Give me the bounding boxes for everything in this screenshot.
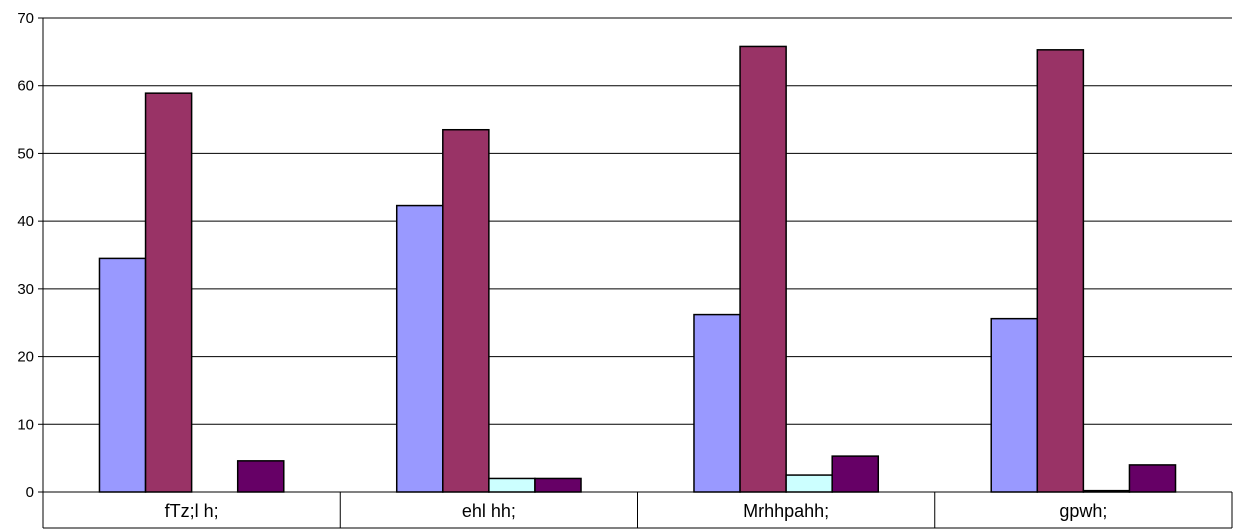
x-axis: fTz;l h; ehl hh; Mrhhpahh; gpwh; xyxy=(42,492,1233,529)
x-tick-label: fTz;l h; xyxy=(165,501,219,521)
y-tick-label: 0 xyxy=(26,484,34,501)
bar-2-2 xyxy=(442,128,490,493)
y-axis: 0 10 20 30 40 50 60 70 xyxy=(17,10,43,501)
bar-3-3 xyxy=(785,474,833,493)
bar-2-1 xyxy=(144,92,193,493)
y-tick-label: 40 xyxy=(17,213,34,230)
y-tick-label: 20 xyxy=(17,349,34,366)
gridlines xyxy=(43,17,1232,425)
bar-1-1 xyxy=(98,257,147,493)
x-tick-label: ehl hh; xyxy=(462,501,516,521)
bar-1-4 xyxy=(990,317,1039,493)
y-tick-label: 60 xyxy=(17,78,34,95)
bar-4-2 xyxy=(534,477,582,493)
y-tick-label: 10 xyxy=(17,416,34,433)
bar-4-4 xyxy=(1128,464,1177,493)
x-tick-label: gpwh; xyxy=(1059,501,1107,521)
bar-1-3 xyxy=(693,313,741,493)
bar-4-3 xyxy=(831,455,880,493)
bar-4-1 xyxy=(236,460,285,493)
x-tick-label: Mrhhpahh; xyxy=(743,501,829,521)
bar-3-2 xyxy=(488,477,536,493)
bar-2-4 xyxy=(1036,49,1085,493)
y-tick-label: 30 xyxy=(17,281,34,298)
bars xyxy=(98,45,1177,493)
bar-1-2 xyxy=(395,204,444,493)
y-tick-label: 70 xyxy=(17,10,34,27)
bar-2-3 xyxy=(739,45,787,493)
y-tick-label: 50 xyxy=(17,145,34,162)
